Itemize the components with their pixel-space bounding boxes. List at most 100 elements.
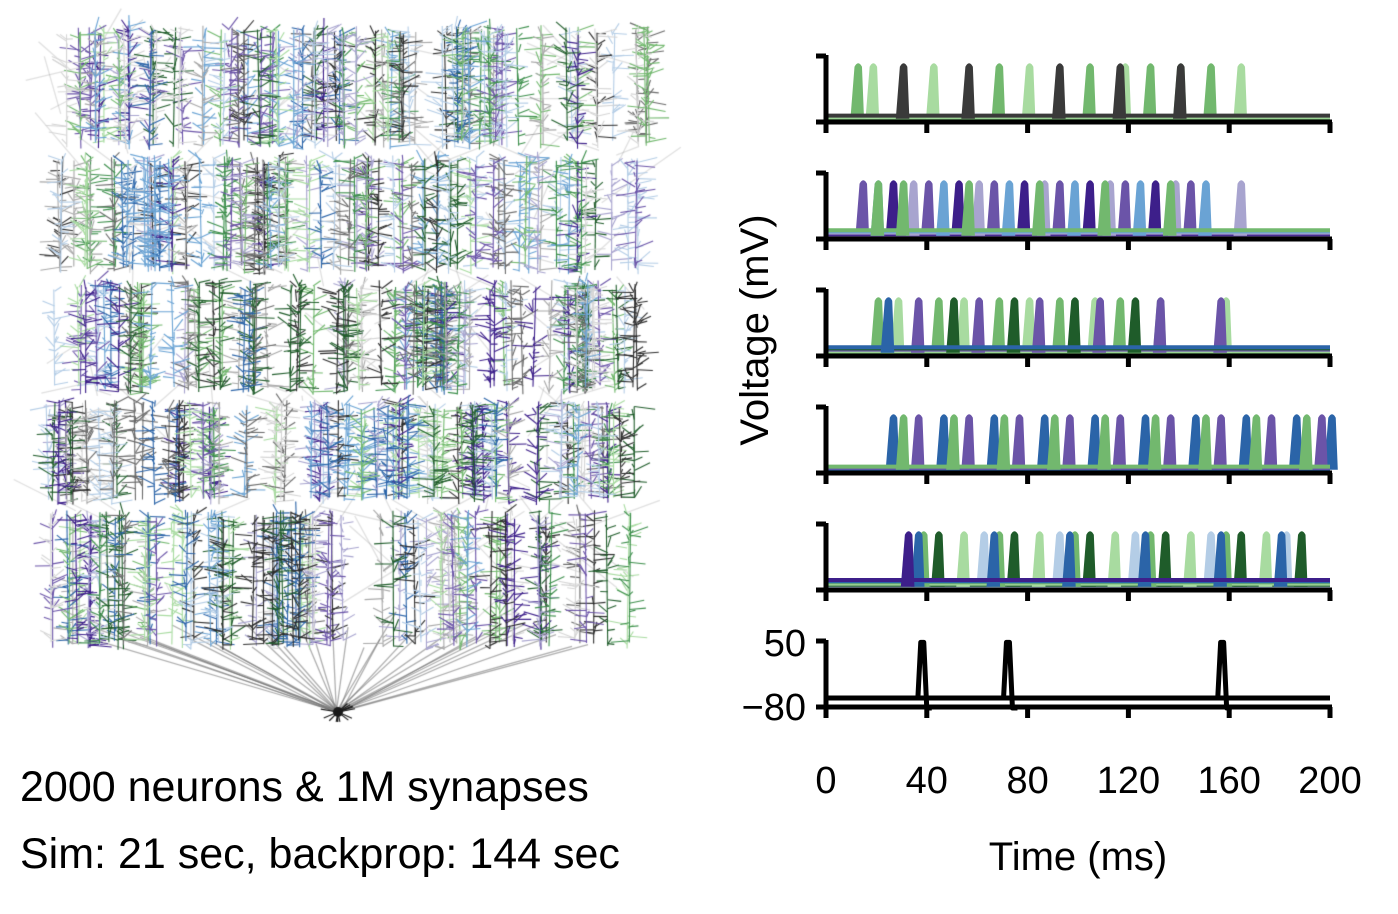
trace-4-series-0-spike-1 [976,531,991,587]
trace-3-series-0-spike-5 [1137,414,1152,470]
caption-network-size: 2000 neurons & 1M synapses [20,763,589,811]
trace-1-series-0-spike-2 [986,180,1001,236]
trace-2-series-0-spike-3 [1052,297,1066,353]
trace-4-series-2-spike-3 [1183,531,1197,587]
x-tick-label-2: 80 [1006,760,1048,802]
trace-3-series-0-spike-3 [1036,414,1051,470]
trace-1-series-0-spike-1 [920,180,935,236]
trace-4-series-2-spike-1 [1031,531,1046,587]
x-axis-label: Time (ms) [989,835,1167,879]
trace-3-series-0-spike-7 [1238,414,1253,470]
trace-2-series-2-spike-5 [1213,297,1227,353]
x-tick-label-5: 200 [1298,760,1361,802]
trace-3-series-2-spike-8 [1298,414,1313,470]
trace-4-series-4-spike-5 [1273,531,1288,587]
trace-2-series-4-spike-0 [880,297,895,353]
trace-1-series-4-spike-1 [895,180,910,236]
trace-2-series-0-spike-0 [870,297,885,353]
trace-4-series-4-spike-1 [986,531,1001,587]
caption-timing: Sim: 21 sec, backprop: 144 sec [20,830,620,878]
trace-0-series-2-spike-0 [895,63,910,119]
trace-1-series-1-spike-3 [1082,180,1096,236]
trace-3-series-1-spike-2 [1011,414,1026,470]
trace-2-series-0-spike-1 [931,297,945,353]
x-tick-label-3: 120 [1097,760,1160,802]
trace-2-series-1-spike-2 [1021,297,1036,353]
trace-3-series-2-spike-0 [895,414,910,470]
trace-1-series-4-spike-3 [1031,180,1046,236]
neuron-network-image [0,0,700,740]
trace-2-series-2-spike-3 [1092,297,1106,353]
trace-1-series-0-spike-4 [1117,180,1132,236]
trace-0-series-2-spike-2 [1052,63,1066,119]
trace-2-series-2-spike-4 [1152,297,1167,353]
trace-1-series-4-spike-5 [1162,180,1177,236]
trace-3-series-0-spike-1 [936,414,950,470]
trace-2-series-0-spike-4 [1112,297,1127,353]
trace-3-series-0-spike-4 [1087,414,1101,470]
trace-3-series-1-spike-1 [961,414,975,470]
trace-1-series-0-spike-3 [1052,180,1066,236]
trace-4-series-2-spike-4 [1258,531,1273,587]
trace-3-series-0-spike-2 [986,414,1001,470]
trace-2-series-3-spike-3 [1127,297,1142,353]
x-tick-label-0: 0 [815,760,836,802]
trace-0-series-0-spike-4 [1203,63,1217,119]
trace-3-series-2-spike-4 [1097,414,1111,470]
trace-4-series-1-spike-3 [1157,531,1172,587]
trace-2-series-0-spike-2 [991,297,1006,353]
trace-1-series-1-spike-2 [1016,180,1031,236]
trace-0-series-0-spike-0 [850,63,865,119]
trace-4-series-0-spike-3 [1127,531,1142,587]
trace-3-series-2-spike-5 [1147,414,1162,470]
trace-3-series-1-spike-8 [1314,414,1328,470]
trace-3-series-0-spike-6 [1188,414,1202,470]
trace-4-series-1-spike-2 [1082,531,1096,587]
trace-0-series-2-spike-3 [1112,63,1127,119]
trace-3-series-0-spike-9 [1324,414,1338,470]
trace-0-series-1-spike-0 [865,63,880,119]
trace-1-series-4-spike-2 [961,180,975,236]
trace-3-series-1-spike-4 [1112,414,1127,470]
trace-1-series-0-spike-5 [1183,180,1197,236]
trace-0-series-1-spike-1 [926,63,940,119]
trace-0-series-1-spike-5 [1233,63,1248,119]
trace-4-series-4-spike-2 [1062,531,1076,587]
trace-2-series-3-spike-1 [1006,297,1021,353]
trace-3-series-1-spike-6 [1213,414,1227,470]
trace-4-series-2-spike-2 [1107,531,1122,587]
trace-1-series-2-spike-5 [1233,180,1248,236]
trace-4-series-4-spike-3 [1137,531,1152,587]
trace-4-series-1-spike-5 [1293,531,1308,587]
trace-1-series-2-spike-1 [971,180,985,236]
trace-0-series-2-spike-4 [1172,63,1187,119]
trace-3-series-1-spike-3 [1062,414,1076,470]
trace-2-series-3-spike-0 [946,297,960,353]
trace-1-series-1-spike-1 [951,180,965,236]
trace-2-series-2-spike-2 [1031,297,1046,353]
trace-1-series-1-spike-0 [885,180,900,236]
trace-1-series-4-spike-4 [1097,180,1111,236]
trace-3-series-0-spike-8 [1288,414,1303,470]
trace-1-series-3-spike-4 [1132,180,1147,236]
trace-3-series-2-spike-1 [946,414,960,470]
x-tick-label-4: 160 [1197,760,1260,802]
trace-3-series-1-spike-5 [1162,414,1177,470]
trace-4-series-0-spike-4 [1203,531,1217,587]
trace-1-series-0-spike-0 [855,180,870,236]
trace-3-series-2-spike-7 [1248,414,1263,470]
trace-3-series-2-spike-3 [1046,414,1061,470]
trace-0-series-0-spike-2 [1082,63,1096,119]
trace-4-series-4-spike-0 [910,531,925,587]
trace-3-series-2-spike-2 [996,414,1011,470]
trace-1-series-3-spike-1 [936,180,950,236]
trace-1-series-2-spike-0 [905,180,920,236]
trace-4-series-1-spike-1 [1006,531,1021,587]
trace-2-series-2-spike-1 [971,297,985,353]
trace-2-series-1-spike-1 [956,297,970,353]
trace-2-series-3-spike-2 [1067,297,1081,353]
trace-4-series-4-spike-4 [1213,531,1227,587]
trace-4-series-1-spike-0 [931,531,945,587]
trace-3-series-1-spike-7 [1263,414,1278,470]
